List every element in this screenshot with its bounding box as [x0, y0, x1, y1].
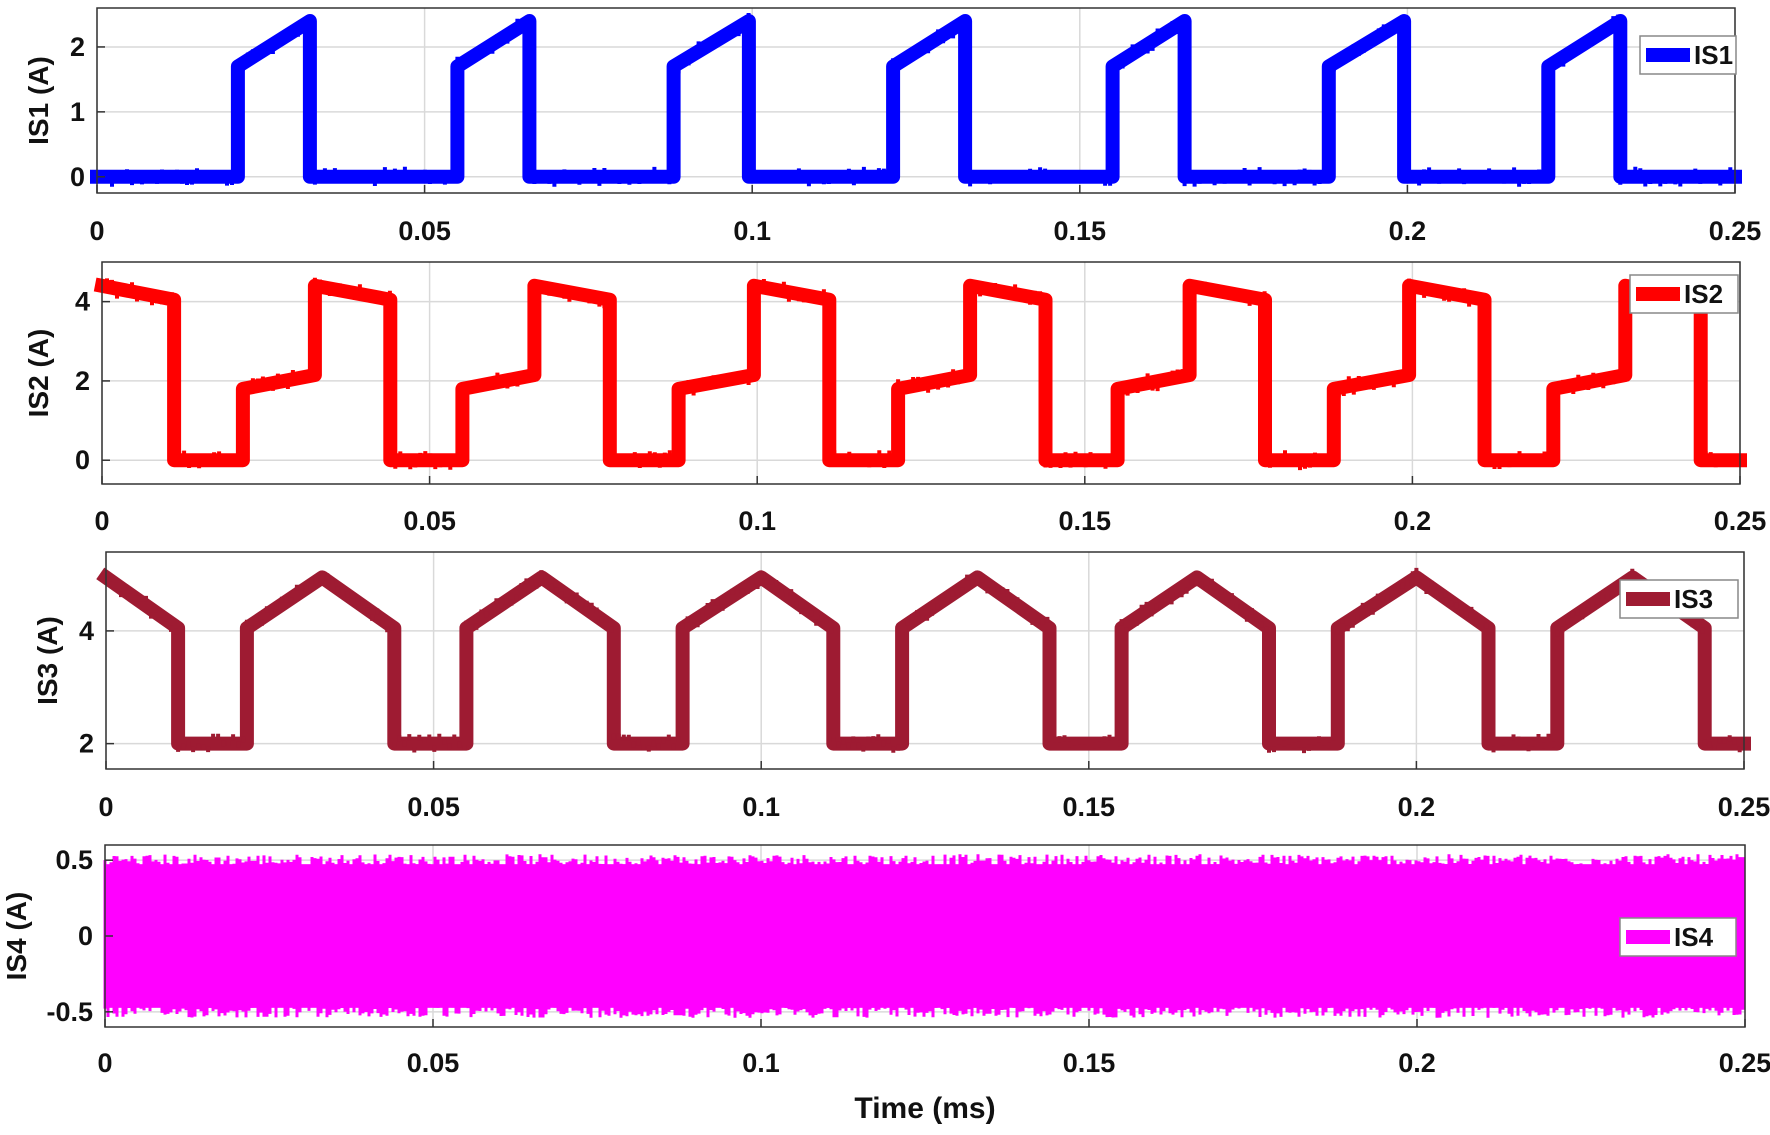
- series-IS4: [103, 854, 1745, 1018]
- x-tick-label: 0.15: [1063, 1048, 1116, 1078]
- legend-label: IS1: [1694, 40, 1733, 70]
- y-axis-label: IS4 (A): [1, 892, 32, 981]
- x-tick-label: 0: [97, 1048, 112, 1078]
- y-tick-label: 4: [79, 616, 94, 646]
- x-tick-label: 0.2: [1398, 1048, 1436, 1078]
- series-IS2: [93, 277, 1747, 471]
- legend-label: IS2: [1684, 279, 1723, 309]
- x-tick-label: 0.25: [1718, 792, 1770, 822]
- x-tick-label: 0.1: [742, 792, 780, 822]
- x-tick-label: 0.05: [407, 1048, 460, 1078]
- y-tick-label: 2: [70, 32, 85, 62]
- y-axis-label: IS3 (A): [32, 616, 63, 705]
- x-tick-label: 0: [98, 792, 113, 822]
- y-tick-label: 0: [75, 445, 90, 475]
- y-axis-label: IS1 (A): [23, 56, 54, 145]
- legend: IS1: [1639, 35, 1737, 75]
- x-tick-label: 0.15: [1063, 792, 1116, 822]
- x-tick-label: 0.15: [1054, 216, 1107, 246]
- legend: IS2: [1629, 274, 1739, 314]
- x-tick-label: 0: [89, 216, 104, 246]
- y-tick-label: 0: [78, 921, 93, 951]
- chart-panel-3: 0 0.05 0.1 0.15 0.2 0.25 2 4 IS3 (A) IS3: [32, 551, 1770, 822]
- x-tick-label: 0.05: [398, 216, 451, 246]
- x-tick-label: 0.05: [407, 792, 460, 822]
- series-IS3: [96, 567, 1751, 754]
- y-tick-label: 0.5: [55, 845, 93, 875]
- x-tick-label: 0.25: [1714, 506, 1767, 536]
- axes-box: [101, 261, 1741, 485]
- x-tick-label: 0.15: [1059, 506, 1112, 536]
- x-tick-label: 0.2: [1389, 216, 1427, 246]
- y-tick-label: 1: [70, 97, 85, 127]
- y-tick-label: 2: [79, 729, 94, 759]
- y-tick-label: 2: [75, 366, 90, 396]
- legend: IS3: [1619, 579, 1739, 619]
- x-tick-label: 0.2: [1398, 792, 1436, 822]
- series-noise: [103, 854, 1745, 1018]
- x-tick-label: 0.1: [738, 506, 776, 536]
- y-tick-label: -0.5: [46, 997, 93, 1027]
- x-tick-label: 0.25: [1719, 1048, 1770, 1078]
- x-tick-label: 0.2: [1394, 506, 1432, 536]
- legend: IS4: [1619, 917, 1737, 957]
- series-line: [96, 567, 1751, 751]
- x-tick-label: 0: [94, 506, 109, 536]
- y-axis-label: IS2 (A): [23, 329, 54, 418]
- x-axis-label: Time (ms): [854, 1092, 995, 1125]
- series-line: [90, 14, 1742, 184]
- legend-label: IS4: [1674, 922, 1714, 952]
- x-tick-label: 0.05: [403, 506, 456, 536]
- x-tick-label: 0.1: [742, 1048, 780, 1078]
- plot-area: [97, 8, 1735, 193]
- x-tick-label: 0.25: [1709, 216, 1762, 246]
- chart-panel-1: 0 0.05 0.1 0.15 0.2 0.25 0 1 2 IS1 (A) IS1: [23, 7, 1762, 246]
- axes-box: [96, 7, 1736, 194]
- y-tick-label: 4: [75, 287, 90, 317]
- x-tick-label: 0.1: [733, 216, 771, 246]
- plot-area: [106, 552, 1744, 769]
- chart-panel-2: 0 0.05 0.1 0.15 0.2 0.25 0 2 4 IS2 (A) IS2: [23, 261, 1767, 536]
- legend-label: IS3: [1674, 584, 1713, 614]
- y-tick-label: 0: [70, 162, 85, 192]
- axes-box: [105, 551, 1745, 770]
